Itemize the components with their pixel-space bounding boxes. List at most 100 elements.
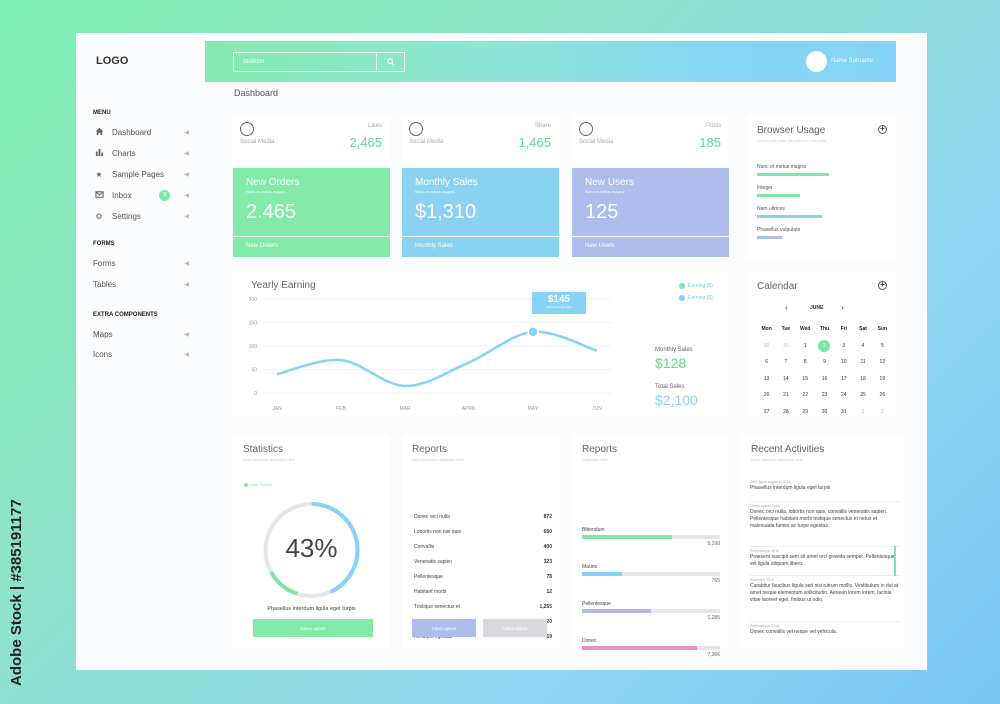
activity-item[interactable]: Turbi ligula augue et 2016 Phasellus inte…: [750, 480, 900, 492]
calendar-day[interactable]: 14: [783, 375, 789, 382]
add-icon[interactable]: +: [878, 125, 887, 134]
sidebar-item-sample-pages[interactable]: ★ Sample Pages ◀: [93, 167, 189, 181]
activity-item[interactable]: Pellentesque 2016 Praesent suscipit sem s…: [750, 549, 900, 568]
monthly-sales-label: Monthly Sales: [655, 347, 693, 353]
activity-item[interactable]: Donec aptent 2016 Donec orci nulla, lobor…: [750, 504, 900, 530]
report-row[interactable]: Ac turpis egestas 19: [414, 634, 552, 640]
calendar-day[interactable]: 6: [765, 359, 769, 366]
card-subtitle: Dignissim nibh: [582, 457, 609, 462]
report-row-value: 820: [543, 619, 552, 625]
calendar-day[interactable]: 24: [840, 392, 847, 399]
report-row[interactable]: Donec orci nulla 872: [414, 514, 552, 520]
calendar-day[interactable]: 23: [821, 392, 828, 399]
new-orders-card[interactable]: New Orders Nunc et metus magna 2.465 New…: [233, 168, 390, 257]
weekday-label: Mon: [761, 326, 772, 333]
report-row[interactable]: Pellentesque 78: [414, 574, 552, 580]
calendar-day[interactable]: 1: [861, 408, 865, 415]
next-month-icon[interactable]: ›: [841, 303, 844, 312]
browser-usage-bar: [757, 215, 822, 218]
sidebar-item-icons[interactable]: Icons ◀: [93, 347, 189, 361]
calendar-day[interactable]: 22: [802, 392, 808, 399]
calendar-day[interactable]: 7: [784, 359, 788, 366]
calendar-day[interactable]: 16: [821, 375, 828, 382]
calendar-day[interactable]: 31: [840, 408, 847, 415]
calendar-day[interactable]: 1: [803, 342, 807, 349]
y-tick-label: 200: [249, 297, 258, 303]
calendar-day[interactable]: 2: [880, 408, 884, 415]
statistics-caption: Phasellus interdum ligula eget turpis: [267, 606, 356, 612]
calendar-day[interactable]: 4: [861, 342, 865, 349]
sidebar-item-inbox[interactable]: Inbox 3 ◀: [93, 188, 189, 202]
calendar-card: Calendar + ‹ JUNE › Mon Tue Wed Thu Fri Sat Su…: [747, 271, 897, 417]
class-aplant-button[interactable]: Class aplant: [253, 619, 373, 637]
card-title: New Orders: [246, 177, 300, 188]
calendar-day[interactable]: 12: [879, 359, 886, 366]
calendar-day[interactable]: 10: [840, 359, 847, 366]
calendar-day[interactable]: 9: [823, 359, 826, 366]
calendar-day[interactable]: 30: [821, 408, 828, 415]
calendar-day[interactable]: 17: [840, 375, 847, 382]
home-icon: [93, 127, 105, 138]
calendar-day[interactable]: 31: [783, 342, 789, 349]
activity-text: Phasellus interdum ligula eget turpis: [750, 485, 831, 491]
sidebar-item-tables[interactable]: Tables ◀: [93, 277, 189, 291]
scroll-thumb[interactable]: [894, 546, 896, 576]
calendar-day[interactable]: 28: [783, 408, 789, 415]
calendar-day[interactable]: 26: [879, 392, 886, 399]
class-aplant-button[interactable]: Class aplant: [483, 619, 547, 637]
calendar-day[interactable]: 3: [842, 342, 846, 349]
report-row[interactable]: Convallis 400: [414, 544, 552, 550]
weekday-label: Thu: [819, 326, 830, 333]
calendar-grid: Mon Tue Wed Thu Fri Sat Sun 30 31 1 2 3 4 5 6 7 8 9 10 11 12…: [757, 321, 892, 420]
report-bar-fill: [582, 646, 697, 650]
calendar-day[interactable]: 30: [763, 342, 770, 349]
monthly-sales-card[interactable]: Monthly Sales Nunc et metus magna $1,310…: [402, 168, 559, 257]
calendar-day[interactable]: 25: [860, 392, 866, 399]
report-row[interactable]: Habitant morbi 12: [414, 589, 552, 595]
calendar-day[interactable]: 5: [880, 342, 884, 349]
selected-day[interactable]: 2: [818, 339, 831, 352]
card-value: 2,465: [349, 135, 382, 150]
activity-text: Donec orci nulla, lobortis non quis, con…: [750, 509, 888, 529]
calendar-day[interactable]: 13: [763, 375, 770, 382]
calendar-day[interactable]: 27: [763, 408, 770, 415]
report-row-value: 1,255: [539, 604, 552, 610]
search-input[interactable]: [234, 53, 376, 71]
report-row[interactable]: Tristique senectus et 1,255: [414, 604, 552, 610]
report-bar-track: [582, 646, 720, 650]
activity-item[interactable]: Phasellus 2016 Curabitur faucibus ligula …: [750, 578, 900, 604]
calendar-day[interactable]: 8: [803, 359, 807, 366]
activity-item[interactable]: Pellentesque 2016 Donec convallis vel neq…: [750, 624, 900, 636]
sidebar-item-forms[interactable]: Forms ◀: [93, 256, 189, 270]
calendar-day[interactable]: 29: [802, 408, 808, 415]
menu-section-title: MENU: [93, 110, 111, 116]
search-button[interactable]: [376, 53, 404, 71]
card-footer: New Users: [585, 243, 615, 249]
calendar-day[interactable]: 18: [860, 375, 866, 382]
calendar-day[interactable]: 19: [879, 375, 886, 382]
add-icon[interactable]: +: [878, 281, 887, 290]
calendar-day[interactable]: 11: [860, 359, 866, 366]
class-aplant-button[interactable]: Class aplant: [412, 619, 476, 637]
avatar[interactable]: [806, 51, 827, 72]
calendar-day[interactable]: 20: [763, 392, 770, 399]
sidebar-item-maps[interactable]: Maps ◀: [93, 327, 189, 341]
calendar-day[interactable]: 21: [783, 392, 789, 399]
calendar-day[interactable]: 2: [815, 339, 834, 352]
user-name[interactable]: Name Surname: [831, 58, 874, 64]
card-subtitle: Donec orci nulla, lobortis non, convalli…: [757, 138, 827, 143]
report-row[interactable]: Venenatis sapien 323: [414, 559, 552, 565]
report-row[interactable]: Lobortis non nisi quis 650: [414, 529, 552, 535]
tooltip-sub: Donec ta mas ligul: [546, 305, 572, 309]
report-bar-track: [582, 572, 720, 576]
sidebar-item-settings[interactable]: ⚙ Settings ◀: [93, 209, 189, 223]
sidebar-item-charts[interactable]: Charts ◀: [93, 146, 189, 160]
calendar-day[interactable]: 15: [802, 375, 808, 382]
prev-month-icon[interactable]: ‹: [785, 303, 788, 312]
legend-item: Earning ($): [679, 283, 713, 289]
statistics-card: Statistics Nunc faucibus dignissim nibh …: [233, 434, 390, 648]
sidebar-item-dashboard[interactable]: Dashboard ◀: [93, 125, 189, 139]
tooltip-pointer: [530, 331, 536, 335]
posts-card: Social Media Posts 185: [572, 115, 729, 163]
new-users-card[interactable]: New Users Nunc et metus magna 125 New Us…: [572, 168, 729, 257]
